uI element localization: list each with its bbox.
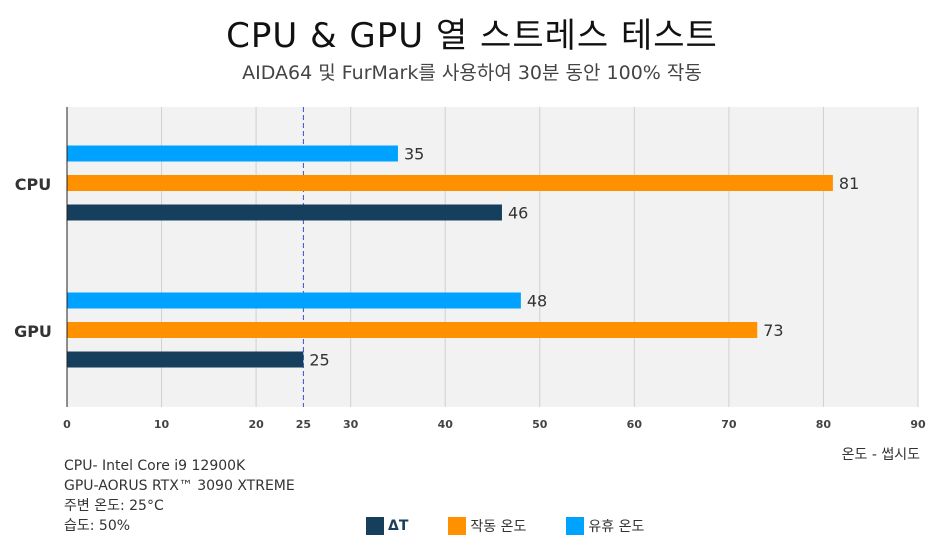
legend-label-delta: ΔT (388, 518, 409, 534)
legend: ΔT 작동 온도 유휴 온도 (366, 516, 684, 536)
x-tick-50: 50 (532, 418, 548, 431)
value-label-gpu-delta: 25 (309, 351, 329, 370)
x-tick-0: 0 (63, 418, 71, 431)
x-tick-70: 70 (721, 418, 737, 431)
legend-swatch-delta (366, 517, 384, 535)
category-labels: CPU GPU (14, 175, 52, 341)
value-labels: 35 81 46 48 73 25 (309, 145, 859, 370)
bar-cpu-idle (67, 145, 398, 162)
value-label-cpu-delta: 46 (508, 204, 528, 223)
value-label-gpu-idle: 48 (527, 292, 547, 311)
bar-cpu-load (67, 175, 833, 191)
legend-item-load: 작동 온도 (448, 516, 526, 536)
legend-item-delta: ΔT (366, 517, 408, 535)
value-label-cpu-idle: 35 (404, 145, 424, 164)
bar-gpu-load (67, 322, 758, 338)
category-label-cpu: CPU (15, 175, 51, 194)
x-tick-90: 90 (910, 418, 926, 431)
chart-subtitle: AIDA64 및 FurMark를 사용하여 30분 동안 100% 작동 (242, 62, 702, 84)
legend-label-idle: 유휴 온도 (588, 519, 645, 535)
legend-label-load: 작동 온도 (470, 519, 527, 535)
legend-item-idle: 유휴 온도 (566, 516, 644, 536)
chart-title: CPU & GPU 열 스트레스 테스트 (226, 16, 718, 56)
legend-swatch-idle (566, 517, 585, 535)
bar-gpu-idle (67, 292, 521, 309)
note-cpu: CPU- Intel Core i9 12900K (64, 458, 246, 474)
x-axis-label: 온도 - 썹시도 (841, 447, 920, 463)
bars (67, 145, 833, 368)
legend-swatch-load (448, 517, 467, 535)
value-label-cpu-load: 81 (839, 174, 859, 193)
category-label-gpu: GPU (14, 322, 52, 341)
bar-cpu-delta (67, 204, 502, 221)
x-tick-20: 20 (248, 418, 264, 431)
x-tick-80: 80 (816, 418, 832, 431)
value-label-gpu-load: 73 (763, 321, 783, 340)
x-tick-30: 30 (343, 418, 359, 431)
test-notes: CPU- Intel Core i9 12900K GPU-AORUS RTX™… (64, 456, 295, 536)
x-tick-25: 25 (296, 418, 311, 431)
x-tick-40: 40 (438, 418, 454, 431)
x-tick-10: 10 (154, 418, 170, 431)
note-gpu: GPU-AORUS RTX™ 3090 XTREME (64, 478, 295, 494)
note-humidity: 습도: 50% (64, 518, 131, 534)
x-tick-labels: 0 10 20 25 30 40 50 60 70 80 90 (63, 418, 926, 431)
bar-gpu-delta (67, 351, 304, 368)
note-ambient-temp: 주변 온도: 25°C (64, 498, 164, 514)
x-tick-60: 60 (627, 418, 643, 431)
